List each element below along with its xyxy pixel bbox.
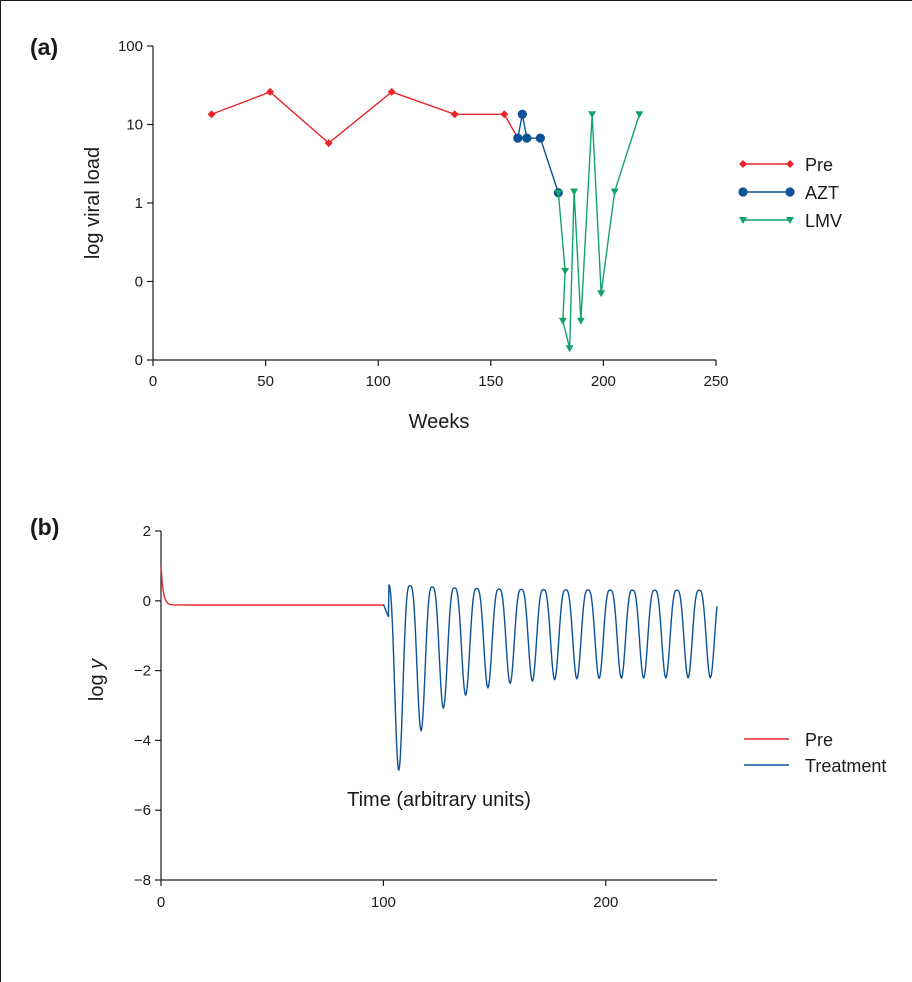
panel-b-legend-treatment-label: Treatment — [805, 756, 886, 776]
panel-a-pre-point — [450, 110, 459, 119]
panel-a-legend-lmv-marker — [739, 217, 747, 224]
panel-a-legend-lmv-label: LMV — [805, 211, 842, 231]
panel-a-azt-point — [535, 133, 545, 143]
panel-a-y-tick-label: 10 — [126, 117, 143, 134]
panel-a-azt-point — [513, 133, 523, 143]
panel-b-y-tick-label: 2 — [143, 523, 151, 540]
panel-a-legend-lmv-marker — [786, 217, 794, 224]
panel-a-x-tick-label: 100 — [366, 373, 391, 390]
panel-b-y-tick-label: −4 — [134, 732, 151, 749]
panel-a-lmv-point — [588, 111, 597, 119]
panel-a-lmv-point — [558, 317, 567, 325]
panel-a-lmv-point — [610, 188, 619, 196]
panel-b-y-tick-label: 0 — [143, 593, 151, 610]
panel-b-x-axis-title: Time (arbitrary units) — [347, 789, 531, 811]
panel-a-lmv-point — [570, 188, 579, 196]
panel-b-y-tick-label: −2 — [134, 663, 151, 680]
panel-a-x-tick-label: 150 — [478, 373, 503, 390]
panel-a-x-axis-title: Weeks — [409, 411, 470, 433]
panel-a-azt-point — [517, 109, 527, 119]
panel-a-x-tick-label: 0 — [149, 373, 157, 390]
panel-a-x-tick-label: 50 — [257, 373, 274, 390]
panel-a-legend-pre-marker — [786, 160, 794, 168]
panel-a-legend-pre-label: Pre — [805, 155, 833, 175]
panel-a-lmv-point — [597, 290, 606, 298]
panel-a-lmv-point — [554, 189, 563, 197]
panel-a-legend-azt-marker — [785, 187, 795, 197]
panel-a-pre-point — [266, 87, 275, 96]
panel-a-y-tick-label: 0 — [135, 274, 143, 291]
panel-a-y-axis-title: log viral load — [82, 147, 104, 259]
panel-a-pre-point — [324, 139, 333, 148]
panel-b-label: (b) — [30, 514, 59, 540]
panel-a-legend-pre-marker — [739, 160, 747, 168]
panel-b-series-treatment-line — [382, 584, 718, 772]
panel-a-legend-azt-marker — [738, 187, 748, 197]
panel-b-y-tick-label: −6 — [134, 802, 151, 819]
panel-a-series-lmv-line — [557, 114, 641, 349]
panel-a-y-tick-label: 0 — [135, 352, 143, 369]
panel-a-label: (a) — [30, 34, 58, 60]
panel-a-x-tick-label: 250 — [703, 373, 728, 390]
panel-b-x-tick-label: 0 — [157, 894, 165, 911]
panel-b-x-tick-label: 200 — [593, 894, 618, 911]
panel-b-legend-pre-label: Pre — [805, 730, 833, 750]
panel-a-x-tick-label: 200 — [591, 373, 616, 390]
panel-a-y-tick-label: 100 — [118, 38, 143, 55]
panel-a-series-azt-line — [517, 114, 560, 193]
panel-a-legend-azt-label: AZT — [805, 183, 839, 203]
panel-a-series-pre-line — [211, 91, 519, 144]
panel-a-pre-point — [500, 110, 509, 119]
panel-a-lmv-point — [565, 345, 574, 353]
panel-a-lmv-point — [635, 111, 644, 119]
panel-a-y-tick-label: 1 — [135, 195, 143, 212]
panel-b-series-pre-line — [160, 566, 384, 606]
panel-b-plot: 0 100 200 2 0 −2 −4 −6 −8 Pre Treatment — [134, 523, 886, 911]
panel-a-lmv-point — [576, 317, 585, 325]
panel-b-y-axis-title: log y — [86, 658, 108, 701]
panel-a-lmv-point — [561, 267, 570, 275]
panel-a-azt-point — [522, 133, 532, 143]
panel-a-pre-point — [387, 87, 396, 96]
panel-b-x-tick-label: 100 — [371, 894, 396, 911]
panel-a-pre-point — [207, 110, 216, 119]
panel-b-y-tick-label: −8 — [134, 872, 151, 889]
